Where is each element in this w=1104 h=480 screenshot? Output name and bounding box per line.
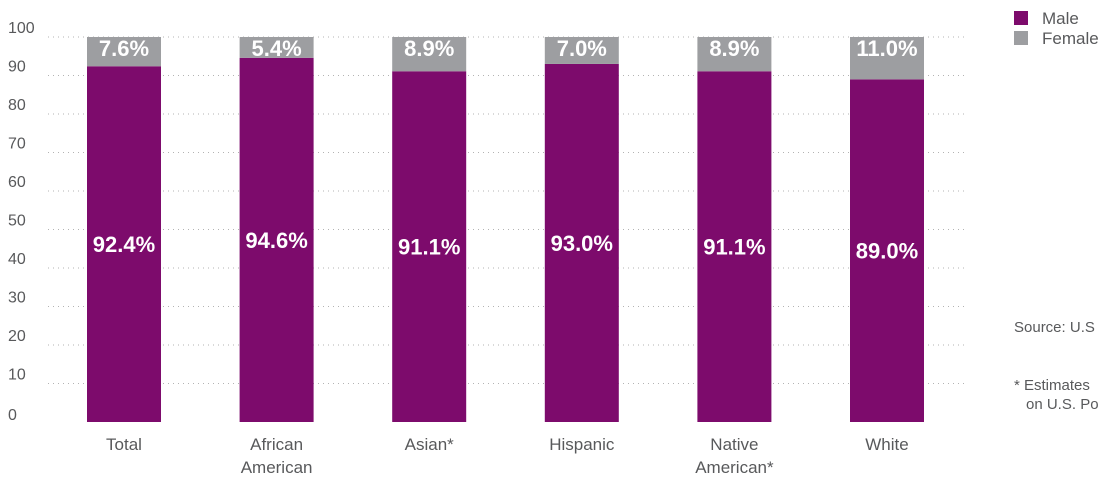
bar-male-5 <box>850 79 924 422</box>
y-axis-ticks: 0 10 20 30 40 50 60 70 80 90 100 <box>8 20 35 424</box>
legend-swatch-female <box>1014 31 1028 45</box>
y-tick-label: 40 <box>8 251 26 268</box>
category-label: Native <box>710 435 758 454</box>
bar-male-3 <box>544 63 619 422</box>
bars: 92.4% 7.6% 94.6% 5.4% 91.1% 8.9% 93.0% 7.0% 91.1… <box>87 36 924 422</box>
data-label-male: 91.1% <box>398 235 460 260</box>
bar-female-4 <box>697 37 772 72</box>
data-label-female: 5.4% <box>252 36 302 61</box>
data-label-female: 11.0% <box>856 36 917 61</box>
category-label: American <box>241 458 313 477</box>
bar-male-4 <box>697 71 772 422</box>
source-note: Source: U.S <box>1014 319 1095 336</box>
bar-female-0 <box>87 37 161 67</box>
category-label: Asian* <box>405 435 455 454</box>
category-label: Total <box>106 435 142 454</box>
y-tick-label: 90 <box>8 59 26 76</box>
legend-label-male: Male <box>1042 9 1079 28</box>
bar-male-0 <box>87 66 161 422</box>
category-label: African <box>250 435 303 454</box>
data-label-male: 94.6% <box>245 228 307 253</box>
x-axis-categories: Total African American Asian* Hispanic Native… <box>106 435 909 477</box>
y-tick-label: 70 <box>8 136 26 153</box>
legend-swatch-male <box>1014 11 1028 25</box>
category-label: Hispanic <box>549 435 615 454</box>
footnote-line-2: on U.S. Po <box>1026 396 1099 413</box>
data-label-male: 91.1% <box>703 235 765 260</box>
data-label-male: 92.4% <box>93 232 155 257</box>
legend-label-female: Female <box>1042 29 1099 48</box>
y-tick-label: 30 <box>8 290 26 307</box>
bar-male-1 <box>239 57 314 422</box>
footnote-line-1: * Estimates <box>1014 377 1090 394</box>
y-tick-label: 80 <box>8 97 26 114</box>
y-tick-label: 60 <box>8 174 26 191</box>
bar-female-1 <box>239 37 314 58</box>
y-tick-label: 10 <box>8 367 26 384</box>
category-label: American* <box>695 458 774 477</box>
bar-female-5 <box>850 37 924 80</box>
y-tick-label: 100 <box>8 20 35 37</box>
y-tick-label: 20 <box>8 328 26 345</box>
data-label-male: 93.0% <box>551 231 613 256</box>
data-label-female: 7.0% <box>557 36 607 61</box>
gridlines <box>48 36 968 384</box>
y-tick-label: 0 <box>8 407 17 424</box>
bar-male-2 <box>392 71 467 422</box>
data-label-female: 7.6% <box>99 36 149 61</box>
data-label-female: 8.9% <box>404 36 454 61</box>
data-label-male: 89.0% <box>856 239 918 264</box>
category-label: White <box>865 435 908 454</box>
y-tick-label: 50 <box>8 213 26 230</box>
bar-female-3 <box>544 37 619 64</box>
data-label-female: 8.9% <box>709 36 759 61</box>
bar-female-2 <box>392 37 467 72</box>
